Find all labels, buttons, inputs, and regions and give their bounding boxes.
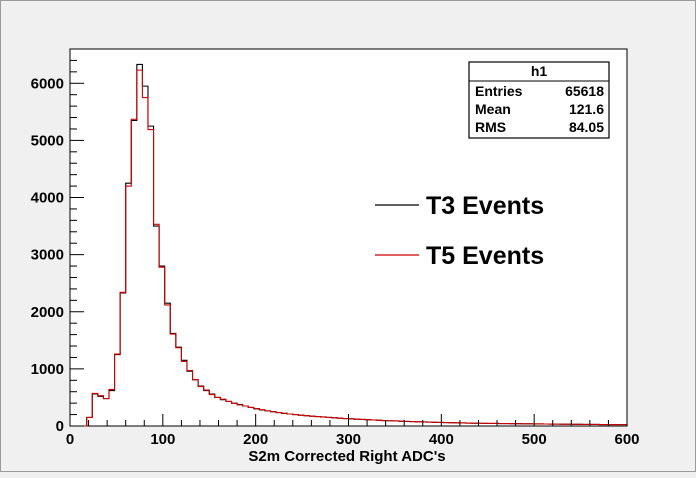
- y-tick-label: 4000: [31, 190, 64, 207]
- stats-entries-value: 65618: [565, 83, 604, 99]
- x-tick-label: 300: [336, 431, 361, 448]
- axis-layer: 0 100 200 300 400 500 600010002000300040005000…: [31, 48, 640, 448]
- y-tick-label: 5000: [31, 132, 64, 149]
- stats-mean-label: Mean: [475, 101, 511, 117]
- stats-rms-label: RMS: [475, 119, 506, 135]
- stats-mean-value: 121.6: [569, 101, 604, 117]
- stats-title: h1: [531, 63, 548, 79]
- y-tick-label: 3000: [31, 247, 64, 264]
- x-axis-label: S2m Corrected Right ADC's: [248, 448, 445, 465]
- legend-label-t3: T3 Events: [426, 192, 544, 220]
- x-tick-label: 500: [522, 431, 547, 448]
- x-tick-label: 600: [614, 431, 639, 448]
- x-tick-label: 400: [429, 431, 454, 448]
- y-tick-label: 6000: [31, 75, 64, 92]
- legend: T3 Events T5 Events: [375, 192, 544, 270]
- legend-label-t5: T5 Events: [426, 242, 544, 270]
- x-tick-label: 100: [150, 431, 175, 448]
- y-tick-label: 2000: [31, 304, 64, 321]
- y-tick-label: 0: [56, 418, 64, 435]
- stats-box: h1 Entries 65618 Mean 121.6 RMS 84.05: [468, 61, 610, 139]
- x-tick-label: 200: [243, 431, 268, 448]
- stats-rms-value: 84.05: [569, 119, 604, 135]
- x-tick-label: 0: [66, 431, 74, 448]
- stats-entries-label: Entries: [475, 83, 523, 99]
- y-tick-label: 1000: [31, 361, 64, 378]
